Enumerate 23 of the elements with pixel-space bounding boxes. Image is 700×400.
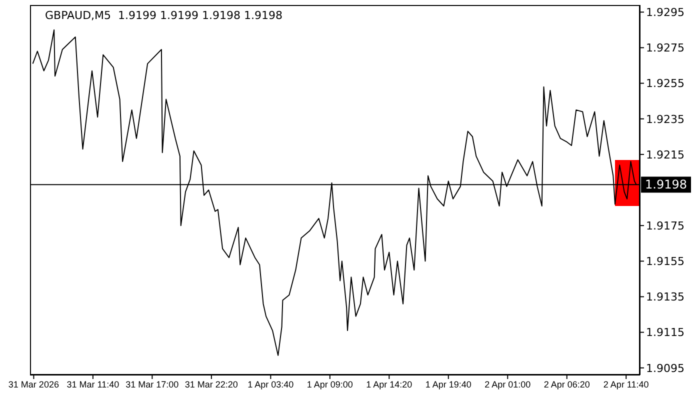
y-tick-label: 1.9295 (646, 6, 684, 20)
x-tick-label: 31 Mar 22:20 (184, 379, 238, 390)
y-tick-label: 1.9215 (646, 148, 684, 162)
y-tick-label: 1.9235 (646, 112, 684, 126)
x-tick-label: 1 Apr 09:00 (306, 379, 353, 390)
y-tick-label: 1.9175 (646, 219, 684, 232)
ref-line-label: 1.9198 (645, 178, 687, 192)
x-tick-label: 31 Mar 2026 (8, 379, 59, 390)
y-tick-label: 1.9115 (646, 326, 684, 340)
x-tick-label: 1 Apr 19:40 (425, 379, 472, 390)
x-tick-label: 2 Apr 06:20 (544, 379, 590, 390)
chart-title: GBPAUD,M5 1.9199 1.9199 1.9198 1.9198 (45, 9, 282, 22)
y-tick-label: 1.9155 (646, 255, 684, 268)
y-tick-label: 1.9135 (646, 290, 684, 304)
x-tick-label: 2 Apr 11:40 (603, 379, 649, 390)
x-tick-label: 31 Mar 11:40 (66, 379, 120, 390)
x-tick-label: 2 Apr 01:00 (484, 379, 531, 390)
y-tick-label: 1.9095 (646, 362, 684, 375)
y-tick-label: 1.9275 (646, 42, 684, 55)
y-tick-label: 1.9255 (646, 77, 684, 90)
x-tick-label: 31 Mar 17:00 (126, 379, 179, 390)
x-tick-label: 1 Apr 03:40 (248, 379, 294, 390)
x-tick-label: 1 Apr 14:20 (366, 379, 412, 390)
